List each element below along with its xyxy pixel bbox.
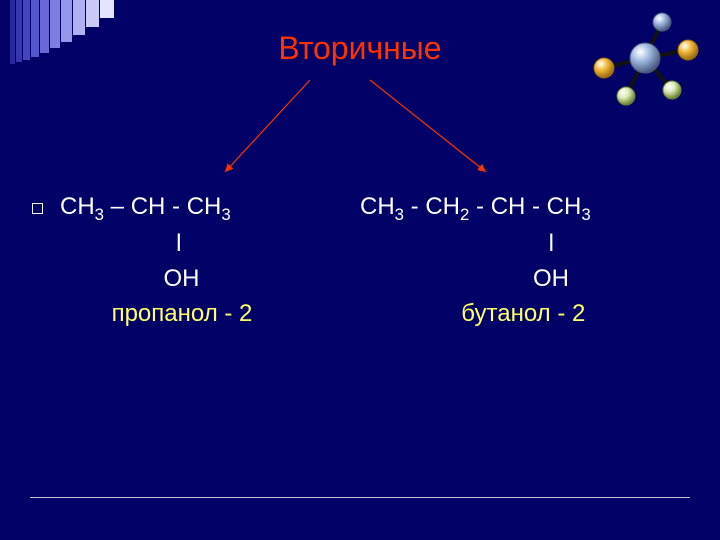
formula-right-line1: СН3 - СН2 - СН - СН3 — [360, 190, 690, 227]
formula-left-name: пропанол - 2 — [52, 297, 322, 332]
molecule-icon — [590, 10, 700, 110]
slide: Вторичные СН3 – СН - СН3 СН3 - СН2 - СН … — [0, 0, 720, 540]
formula-left-line1: СН3 – СН - СН3 — [60, 190, 360, 227]
content-area: СН3 – СН - СН3 СН3 - СН2 - СН - СН3 l l … — [32, 190, 692, 332]
formula-right-oh: ОН — [308, 262, 692, 297]
formula-right-name: бутанол - 2 — [321, 297, 692, 332]
formula-right-bond: l — [307, 227, 692, 262]
list-bullet-icon — [32, 203, 43, 214]
formula-left-oh: ОН — [45, 262, 308, 297]
formula-left-bond: l — [44, 227, 306, 262]
footer-divider — [30, 497, 690, 498]
